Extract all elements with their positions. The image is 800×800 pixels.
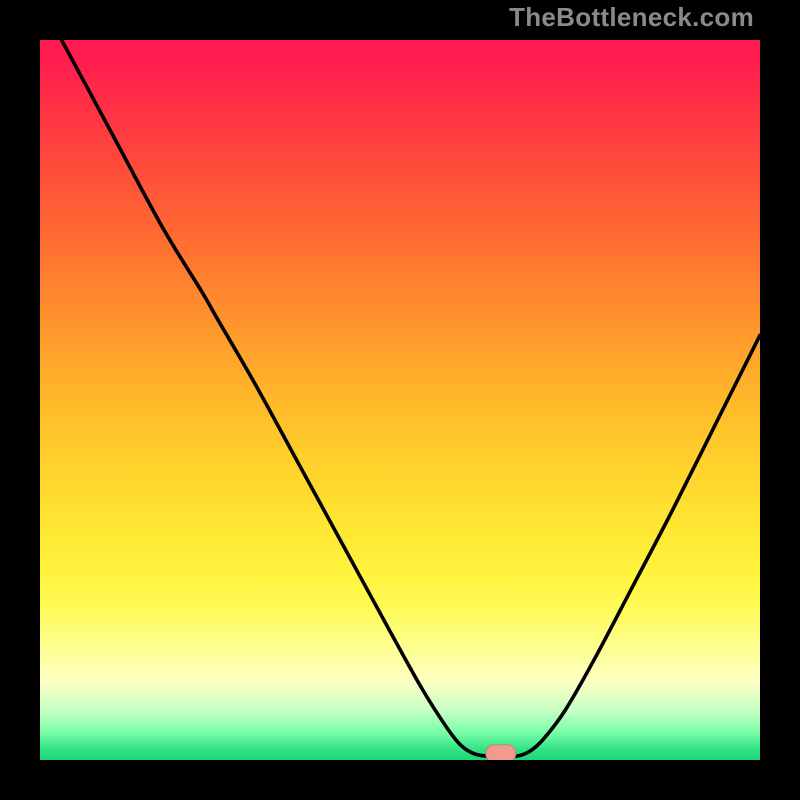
- plot-area: [40, 40, 760, 760]
- optimum-marker: [486, 745, 516, 760]
- watermark-text: TheBottleneck.com: [509, 2, 754, 33]
- chart-container: TheBottleneck.com: [0, 0, 800, 800]
- bottleneck-chart: [40, 40, 760, 760]
